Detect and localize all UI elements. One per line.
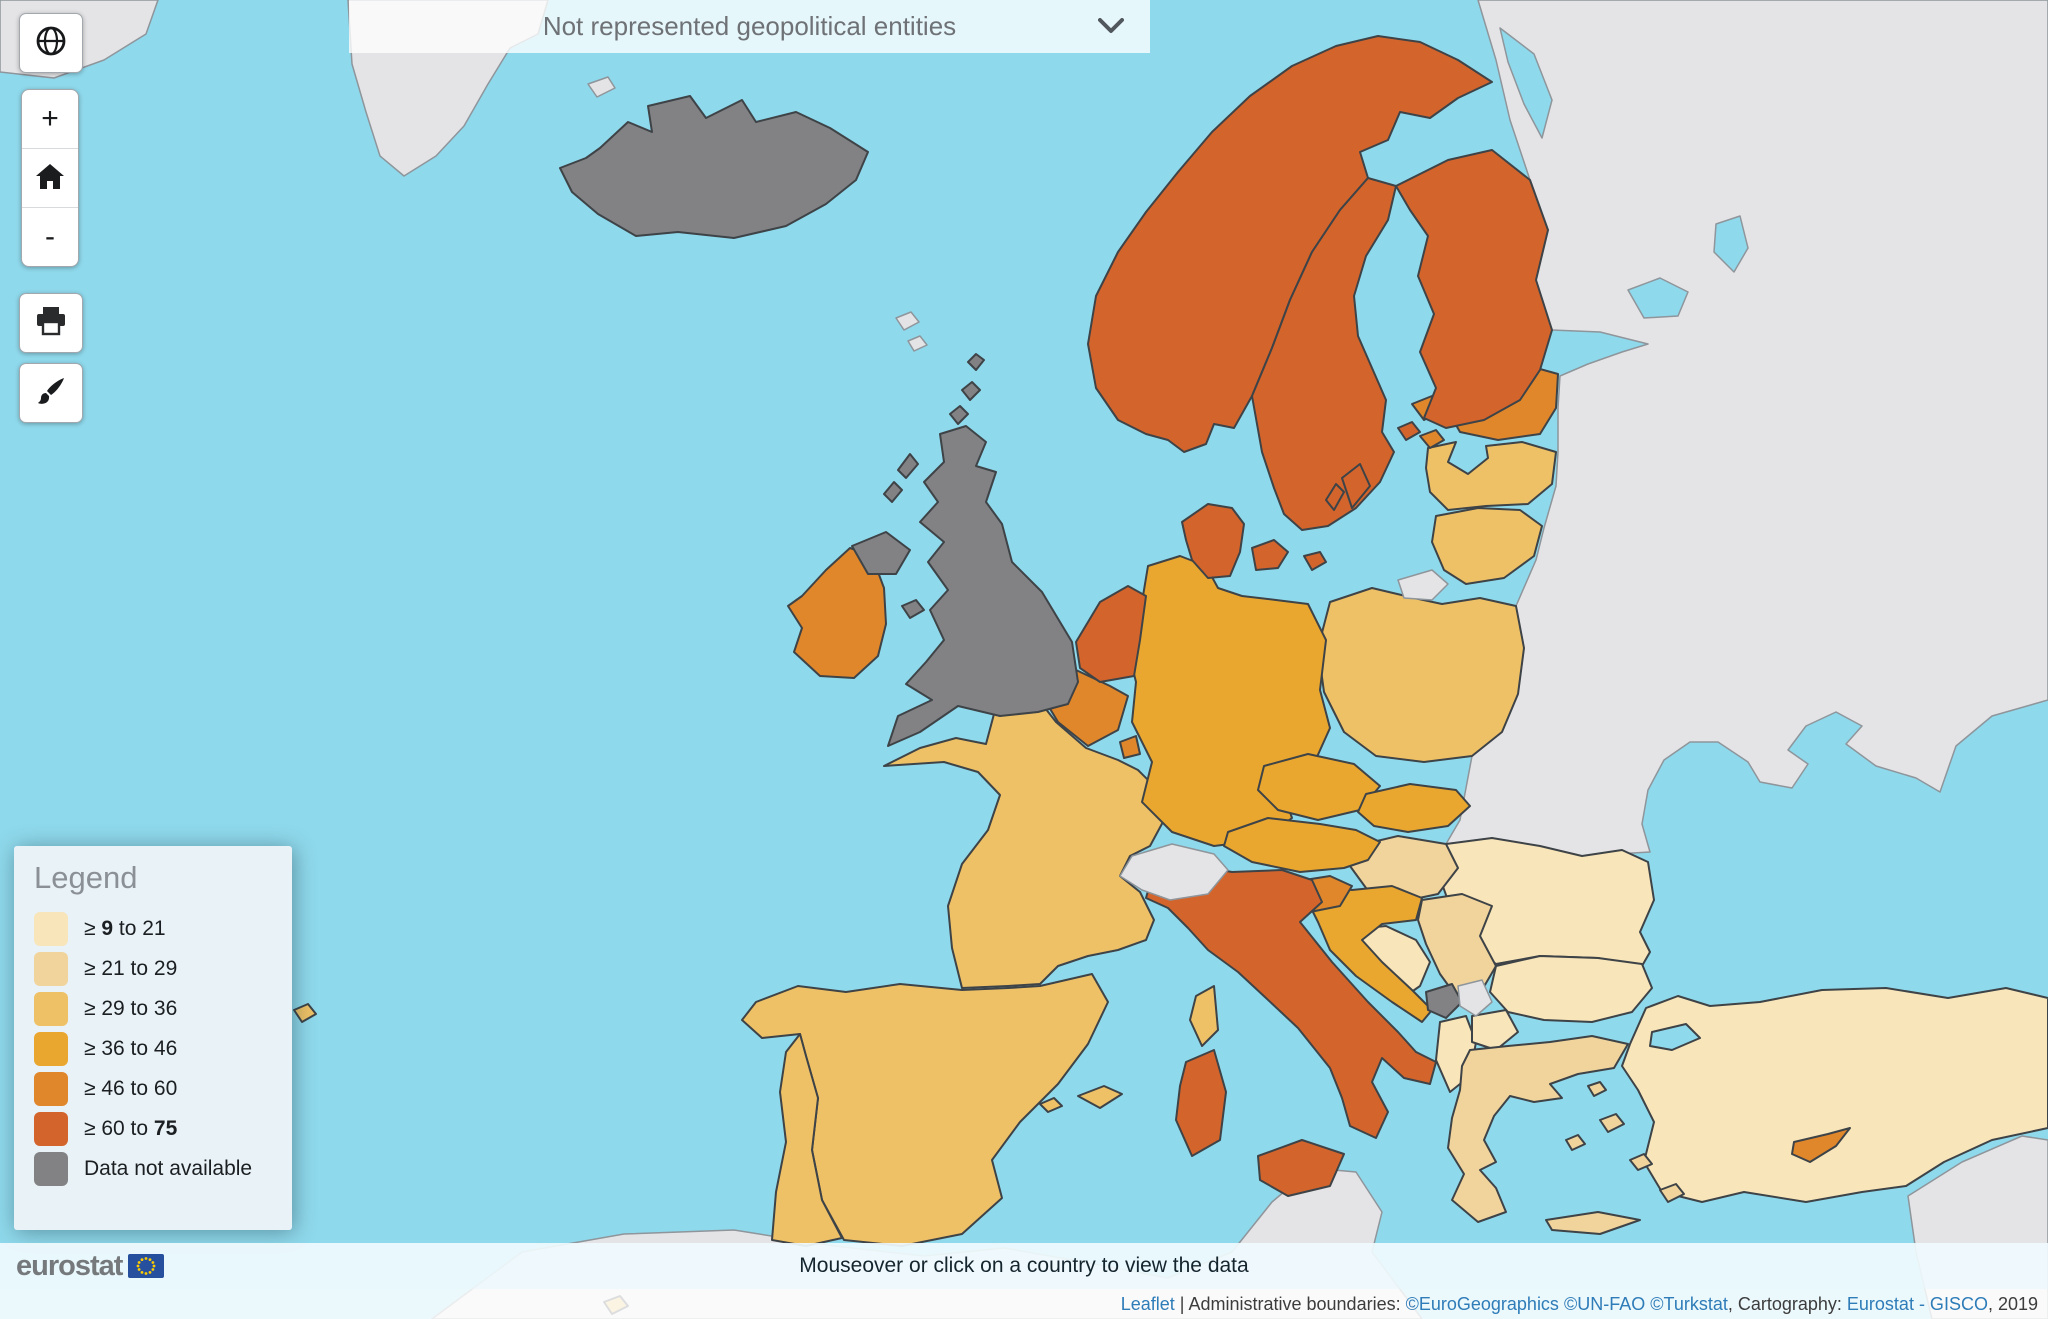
- print-button[interactable]: [19, 293, 83, 353]
- country-bulgaria[interactable]: [1489, 955, 1653, 1023]
- attribution-plain: , Cartography:: [1727, 1293, 1847, 1314]
- legend-item: ≥ 60 to 75: [34, 1112, 292, 1146]
- zoom-out-button[interactable]: -: [22, 207, 78, 266]
- country-latvia[interactable]: [1425, 441, 1557, 511]
- danish-islands[interactable]: [1251, 539, 1327, 571]
- island-madeira[interactable]: [293, 1003, 317, 1023]
- country-poland[interactable]: [1317, 587, 1525, 763]
- globe-icon: [34, 24, 68, 63]
- legend-swatch: [34, 912, 68, 946]
- country-sweden[interactable]: [1251, 177, 1397, 531]
- zoom-control: + -: [21, 89, 79, 267]
- printer-icon: [35, 306, 67, 341]
- legend-item: Data not available: [34, 1152, 292, 1186]
- legend-label: Data not available: [84, 1157, 253, 1180]
- country-italy[interactable]: [1145, 865, 1437, 1139]
- legend-item: ≥ 46 to 60: [34, 1072, 292, 1106]
- legend-label: ≥ 21 to 29: [84, 957, 178, 980]
- region-kaliningrad: [1397, 569, 1449, 601]
- legend-swatch: [34, 1072, 68, 1106]
- legend-items: ≥ 9 to 21 ≥ 21 to 29 ≥ 29 to 36 ≥ 36 to 46 ≥…: [14, 912, 292, 1186]
- attribution-link[interactable]: ©Turkstat: [1650, 1293, 1728, 1314]
- home-button[interactable]: [22, 148, 78, 207]
- attribution-link[interactable]: Leaflet: [1120, 1293, 1175, 1314]
- country-lithuania[interactable]: [1431, 507, 1543, 585]
- country-north-macedonia[interactable]: [1471, 1009, 1519, 1051]
- aegean-islands[interactable]: [1565, 1081, 1685, 1203]
- legend-swatch: [34, 1112, 68, 1146]
- legend-label: ≥ 46 to 60: [84, 1077, 178, 1100]
- lake-onega: [1713, 215, 1749, 273]
- country-denmark[interactable]: [1181, 503, 1245, 579]
- legend-swatch: [34, 952, 68, 986]
- legend-swatch: [34, 992, 68, 1026]
- country-ireland[interactable]: [787, 547, 887, 679]
- legend-label: ≥ 9 to 21: [84, 917, 166, 940]
- country-finland[interactable]: [1395, 149, 1553, 429]
- style-button[interactable]: [19, 363, 83, 423]
- country-luxembourg[interactable]: [1119, 735, 1141, 759]
- white-sea: [1499, 27, 1553, 139]
- legend-swatch: [34, 1032, 68, 1066]
- attribution-link[interactable]: ©UN-FAO: [1563, 1293, 1646, 1314]
- country-norway[interactable]: [1087, 35, 1493, 453]
- footer-bar: Mouseover or click on a country to view …: [0, 1243, 2048, 1289]
- eurostat-logo: eurostat: [16, 1243, 165, 1289]
- country-cyprus[interactable]: [1791, 1127, 1851, 1163]
- globe-button[interactable]: [19, 13, 83, 73]
- layer-dropdown-label: Not represented geopolitical entities: [542, 11, 957, 41]
- chevron-down-icon: [1098, 18, 1124, 39]
- attribution-bar: Leaflet | Administrative boundaries: ©Eu…: [0, 1289, 2048, 1319]
- legend-item: ≥ 9 to 21: [34, 912, 292, 946]
- legend-swatch: [34, 1152, 68, 1186]
- brush-icon: [36, 376, 66, 411]
- hint-text: Mouseover or click on a country to view …: [799, 1254, 1249, 1277]
- country-kosovo[interactable]: [1457, 979, 1493, 1017]
- legend-panel: Legend ≥ 9 to 21 ≥ 21 to 29 ≥ 29 to 36 ≥ 36…: [14, 846, 292, 1230]
- country-iceland[interactable]: [559, 95, 869, 239]
- minus-icon: -: [45, 220, 55, 253]
- legend-label: ≥ 29 to 36: [84, 997, 178, 1020]
- country-montenegro[interactable]: [1425, 983, 1463, 1019]
- island-sicily[interactable]: [1257, 1139, 1345, 1197]
- layer-dropdown[interactable]: Not represented geopolitical entities: [349, 0, 1150, 53]
- island-corsica[interactable]: [1189, 985, 1219, 1047]
- sea-of-marmara: [1649, 1023, 1701, 1051]
- land-faroe: [895, 311, 928, 352]
- island-sardinia[interactable]: [1175, 1049, 1227, 1157]
- attribution-link[interactable]: ©EuroGeographics: [1405, 1293, 1559, 1314]
- legend-title: Legend: [34, 860, 138, 895]
- island-crete[interactable]: [1545, 1211, 1641, 1235]
- home-icon: [35, 162, 65, 195]
- attribution-link[interactable]: Eurostat - GISCO: [1846, 1293, 1988, 1314]
- zoom-in-button[interactable]: +: [22, 90, 78, 148]
- country-switzerland[interactable]: [1119, 843, 1229, 901]
- country-united-kingdom[interactable]: [851, 353, 1079, 747]
- island-aland[interactable]: [1397, 421, 1421, 441]
- island-gotland[interactable]: [1325, 463, 1371, 511]
- legend-label: ≥ 60 to 75: [84, 1117, 178, 1140]
- attribution-plain: , 2019: [1987, 1293, 2038, 1314]
- country-greece[interactable]: [1447, 1035, 1629, 1223]
- country-netherlands[interactable]: [1075, 585, 1147, 683]
- attribution-plain: | Administrative boundaries:: [1174, 1293, 1406, 1314]
- legend-item: ≥ 21 to 29: [34, 952, 292, 986]
- country-austria[interactable]: [1223, 817, 1381, 873]
- balearic-islands[interactable]: [1039, 1085, 1123, 1113]
- country-slovakia[interactable]: [1357, 783, 1471, 833]
- legend-item: ≥ 29 to 36: [34, 992, 292, 1026]
- legend-item: ≥ 36 to 46: [34, 1032, 292, 1066]
- lake-ladoga: [1627, 277, 1689, 319]
- eu-flag-icon: [128, 1254, 165, 1278]
- attribution-text: Leaflet | Administrative boundaries: ©Eu…: [1121, 1294, 2038, 1315]
- country-croatia[interactable]: [1307, 885, 1433, 1023]
- eurostat-logo-text: eurostat: [16, 1249, 123, 1282]
- plus-icon: +: [41, 102, 59, 135]
- legend-label: ≥ 36 to 46: [84, 1037, 178, 1060]
- land-jan-mayen: [587, 76, 616, 98]
- country-hungary[interactable]: [1349, 835, 1459, 903]
